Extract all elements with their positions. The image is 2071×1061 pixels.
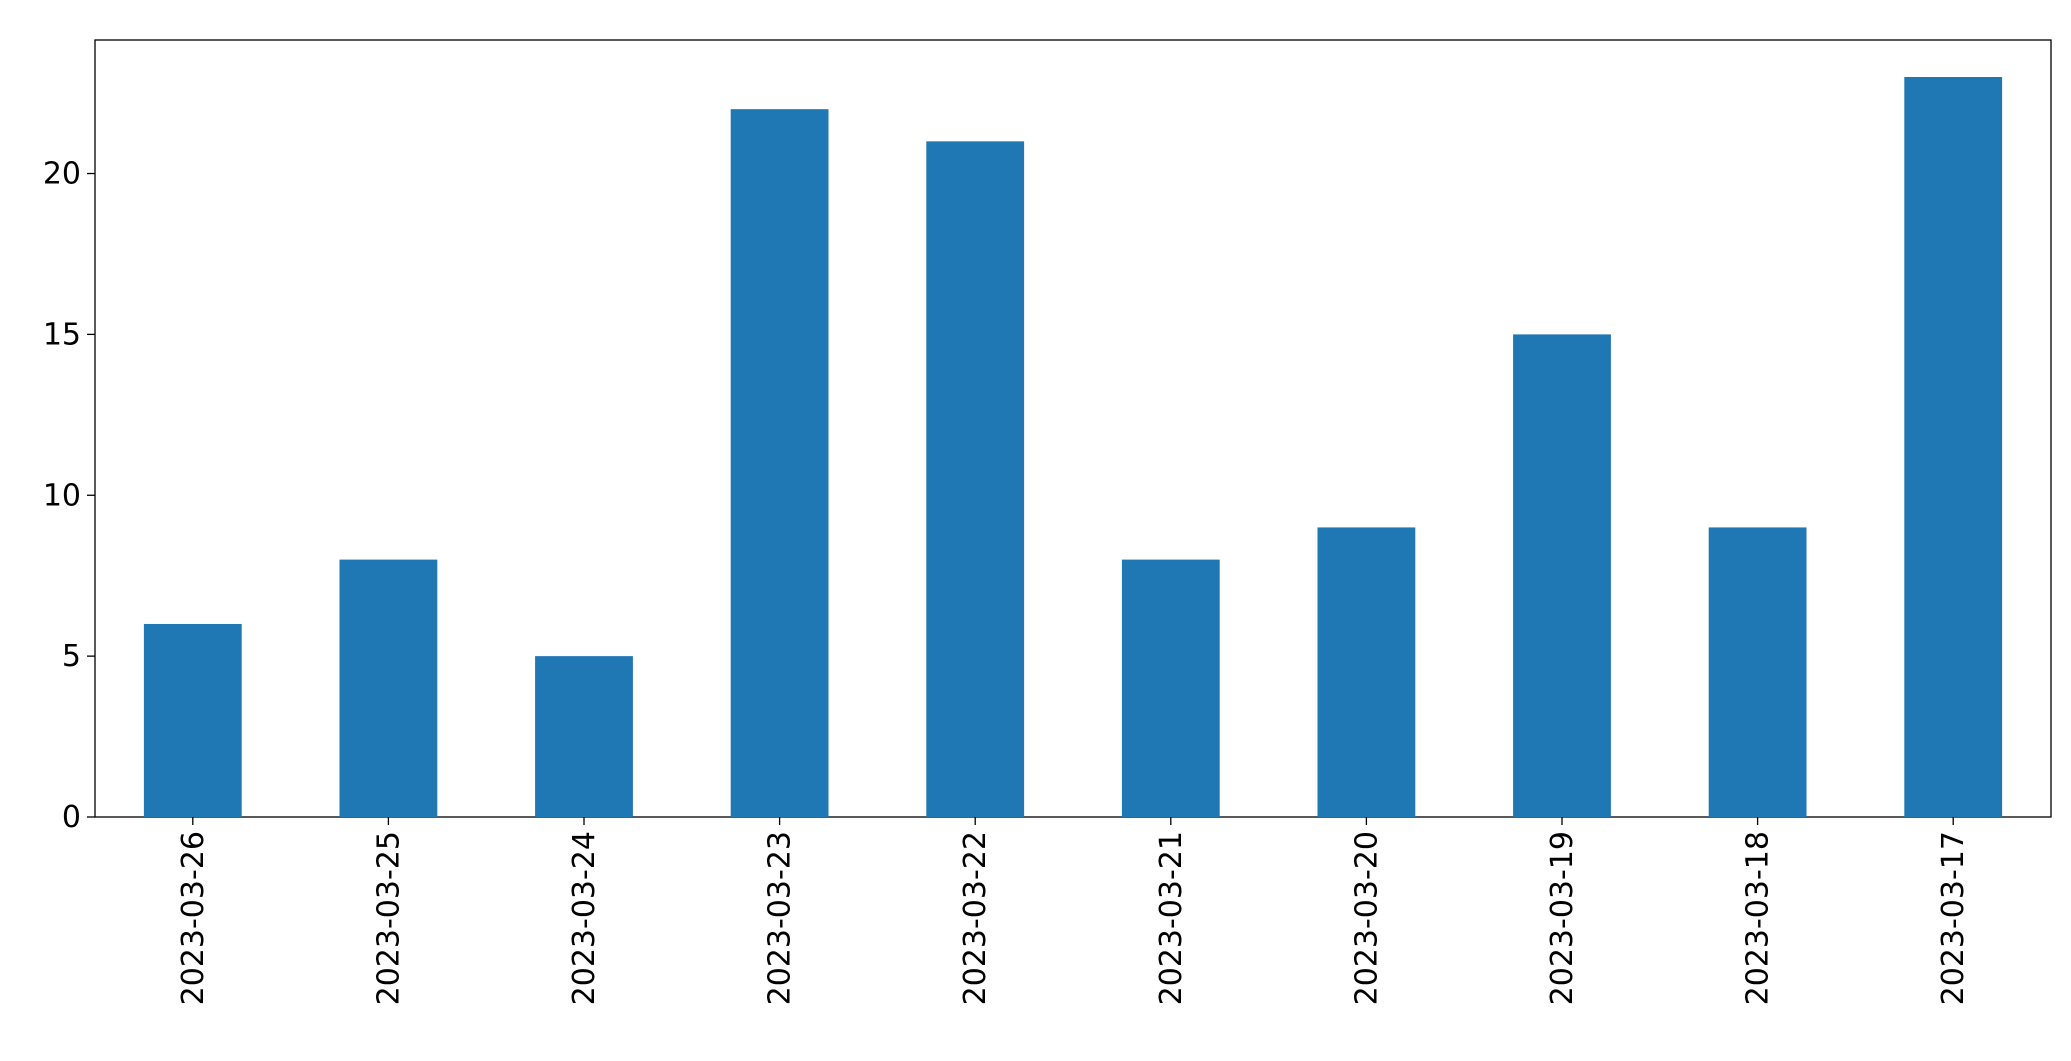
x-tick-label: 2023-03-18 xyxy=(1741,831,1776,1005)
y-tick-label: 0 xyxy=(62,800,81,835)
x-tick-label: 2023-03-17 xyxy=(1936,831,1971,1005)
bar xyxy=(1513,334,1611,817)
y-tick-label: 20 xyxy=(43,157,81,192)
x-tick-label: 2023-03-23 xyxy=(763,831,798,1005)
bar xyxy=(1121,559,1220,817)
bar xyxy=(143,623,242,817)
bar xyxy=(1708,527,1807,817)
plot-frame xyxy=(94,39,2052,818)
bar xyxy=(926,141,1025,817)
x-tick-label: 2023-03-20 xyxy=(1349,831,1384,1005)
y-tick-label: 10 xyxy=(43,478,81,513)
bar xyxy=(535,656,633,817)
x-tick-label: 2023-03-26 xyxy=(176,831,211,1005)
bar xyxy=(730,109,829,818)
x-tick-label: 2023-03-24 xyxy=(567,831,602,1005)
y-tick-label: 5 xyxy=(62,639,81,674)
bar xyxy=(1904,77,2003,817)
x-tick-label: 2023-03-25 xyxy=(371,831,406,1005)
bar xyxy=(1317,527,1416,817)
x-tick-label: 2023-03-19 xyxy=(1545,831,1580,1005)
bar xyxy=(339,559,438,817)
x-tick-label: 2023-03-21 xyxy=(1154,831,1189,1005)
x-tick-label: 2023-03-22 xyxy=(958,831,993,1005)
y-tick-label: 15 xyxy=(43,317,81,352)
